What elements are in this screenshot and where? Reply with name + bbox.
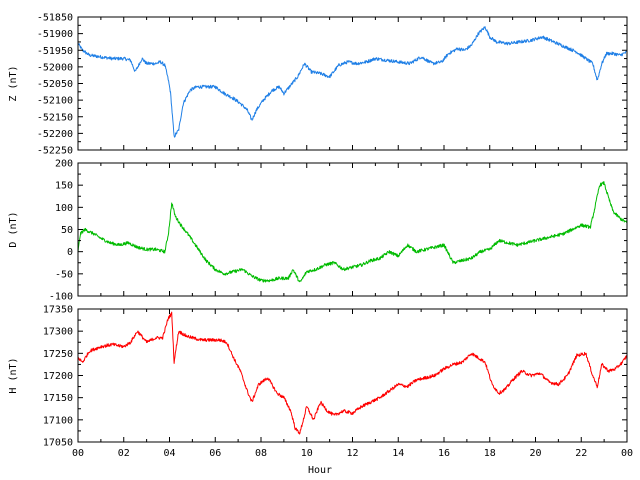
z-y-tick-label: -52150 xyxy=(37,112,73,123)
h-y-tick-label: 17050 xyxy=(43,438,73,449)
x-tick-label: 20 xyxy=(529,448,541,459)
z-plot-frame xyxy=(77,16,628,151)
d-y-tick-label: 150 xyxy=(55,181,73,192)
x-axis-title: Hour xyxy=(308,465,332,476)
h-y-tick-label: 17200 xyxy=(43,371,73,382)
z-y-tick-label: -51950 xyxy=(37,46,73,57)
h-y-tick-label: 17150 xyxy=(43,393,73,404)
h-series-line xyxy=(77,311,628,435)
d-y-tick-label: 200 xyxy=(55,159,73,170)
z-y-tick-label: -52200 xyxy=(37,129,73,140)
h-y-tick-label: 17100 xyxy=(43,415,73,426)
z-y-tick-label: -52250 xyxy=(37,146,73,157)
d-y-tick-label: -50 xyxy=(55,269,73,280)
d-component-panel: 200 150 100 50 0 -50 -100 D (nT) xyxy=(8,159,628,303)
x-tick-label: 12 xyxy=(346,448,358,459)
d-y-axis-title: D (nT) xyxy=(8,211,19,247)
d-y-tick-label: 100 xyxy=(55,203,73,214)
h-y-tick-label: 17350 xyxy=(43,305,73,316)
x-tick-label: 04 xyxy=(163,448,175,459)
h-y-axis-title: H (nT) xyxy=(8,357,19,393)
x-tick-label: 00 xyxy=(621,448,633,459)
z-y-tick-label: -52050 xyxy=(37,79,73,90)
x-tick-label: 00 xyxy=(72,448,84,459)
x-tick-label: 22 xyxy=(575,448,587,459)
x-tick-label: 18 xyxy=(484,448,496,459)
x-tick-label: 08 xyxy=(255,448,267,459)
z-series-line xyxy=(77,26,628,138)
d-plot-frame xyxy=(77,162,628,297)
x-tick-label: 10 xyxy=(301,448,313,459)
h-y-tick-label: 17300 xyxy=(43,327,73,338)
h-y-tick-label: 17250 xyxy=(43,349,73,360)
z-y-axis-title: Z (nT) xyxy=(8,65,19,101)
d-y-tick-label: 0 xyxy=(67,247,73,258)
x-tick-label: 14 xyxy=(392,448,404,459)
d-y-tick-label: 50 xyxy=(61,225,73,236)
x-tick-label: 16 xyxy=(438,448,450,459)
z-y-tick-label: -51900 xyxy=(37,29,73,40)
z-y-tick-label: -52100 xyxy=(37,96,73,107)
z-component-panel: -51850 -51900 -51950 -52000 -52050 -52100 -521… xyxy=(8,13,628,157)
d-y-tick-label: -100 xyxy=(49,292,73,303)
h-plot-frame xyxy=(77,308,628,443)
z-y-tick-label: -52000 xyxy=(37,62,73,73)
x-tick-label: 02 xyxy=(118,448,130,459)
z-y-tick-label: -51850 xyxy=(37,13,73,24)
x-tick-label: 06 xyxy=(209,448,221,459)
d-series-line xyxy=(77,181,628,283)
